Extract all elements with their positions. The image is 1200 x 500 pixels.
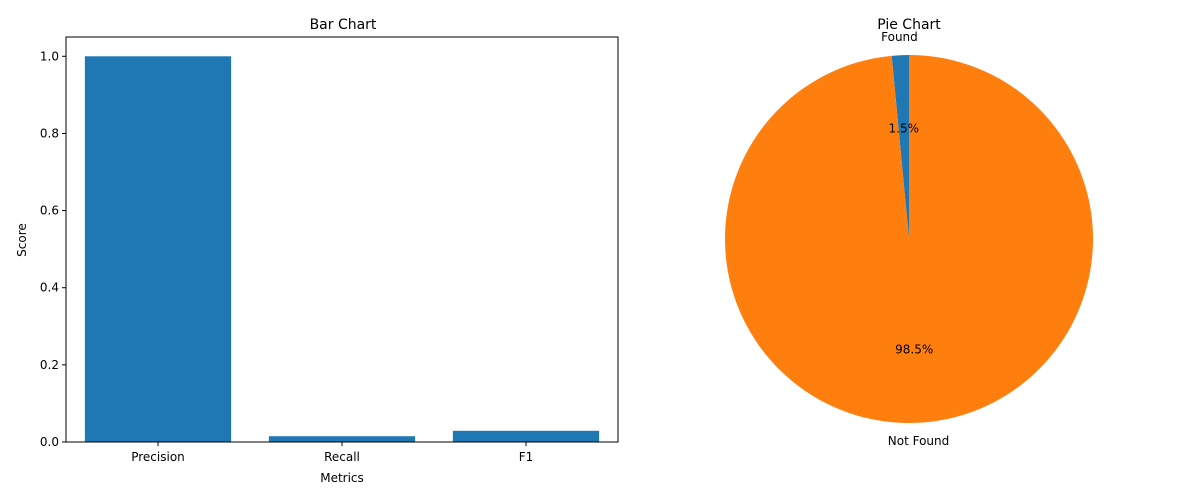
- bar-x-axis-label: Metrics: [320, 471, 364, 485]
- x-tick-label: Precision: [131, 450, 185, 464]
- bar-precision: [84, 56, 232, 443]
- pie-slices: [725, 55, 1094, 423]
- pie-slice-not-found: [725, 55, 1094, 423]
- pie-percent-label: 1.5%: [889, 122, 920, 136]
- y-tick-label: 0.8: [40, 126, 59, 140]
- bar-f1: [452, 430, 600, 442]
- y-tick-label: 1.0: [40, 49, 59, 63]
- bar-marks: [84, 56, 600, 443]
- pie-category-label: Found: [881, 30, 918, 44]
- y-tick-label: 0.4: [40, 281, 59, 295]
- bar-x-ticks: Precision Recall F1: [131, 442, 533, 464]
- y-tick-label: 0.6: [40, 204, 59, 218]
- pie-chart-panel: Pie Chart Found 1.5% Not Found 98.5%: [725, 17, 1094, 448]
- bar-recall: [268, 436, 416, 442]
- pie-chart-title: Pie Chart: [877, 17, 941, 33]
- y-tick-label: 0.0: [40, 435, 59, 449]
- x-tick-label: Recall: [324, 450, 360, 464]
- pie-category-label: Not Found: [888, 434, 949, 448]
- pie-labels: Found 1.5% Not Found 98.5%: [881, 30, 949, 448]
- x-tick-label: F1: [519, 450, 534, 464]
- pie-slice-found: [891, 55, 909, 239]
- bar-chart-title: Bar Chart: [310, 17, 377, 33]
- pie-percent-label: 98.5%: [895, 342, 933, 356]
- bar-y-axis-label: Score: [15, 223, 29, 257]
- bar-chart-panel: Bar Chart 0.0 0.2 0.4 0.6 0.8 1.0 Precision Re…: [15, 17, 619, 485]
- y-tick-label: 0.2: [40, 358, 59, 372]
- bar-y-ticks: 0.0 0.2 0.4 0.6 0.8 1.0: [40, 49, 66, 449]
